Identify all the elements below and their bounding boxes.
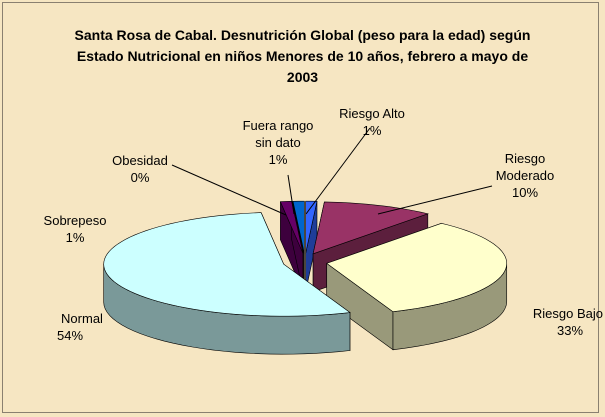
data-label-value: 10% — [511, 185, 539, 200]
slice — [103, 212, 351, 317]
data-label-name: Normal — [61, 311, 103, 326]
slice — [279, 201, 304, 254]
data-label-value: 1% — [268, 152, 288, 167]
chart-title: Santa Rosa de Cabal. Desnutrición Global… — [74, 27, 531, 85]
data-label-name: Riesgo Moderado — [495, 151, 555, 183]
leader-line — [287, 174, 295, 215]
slice — [292, 200, 305, 254]
data-label-name: Riesgo Bajo — [532, 306, 603, 321]
data-label-value: 33% — [556, 323, 584, 338]
data-label-value: 54% — [56, 328, 84, 343]
leader-line — [305, 127, 371, 215]
data-label-name: Sobrepeso — [43, 213, 107, 228]
data-label-name: Riesgo Alto — [339, 106, 405, 121]
slice — [326, 222, 508, 313]
leader-line — [171, 164, 287, 216]
data-label-value: 1% — [362, 123, 382, 138]
data-label-value: 0% — [130, 170, 150, 185]
chart-frame — [2, 2, 599, 413]
data-label-name: Fuera rango sin dato — [242, 118, 314, 150]
data-label-value: 1% — [65, 230, 85, 245]
slice — [305, 200, 318, 254]
leader-line — [377, 185, 493, 215]
slice — [312, 201, 429, 255]
data-label-name: Obesidad — [112, 153, 168, 168]
